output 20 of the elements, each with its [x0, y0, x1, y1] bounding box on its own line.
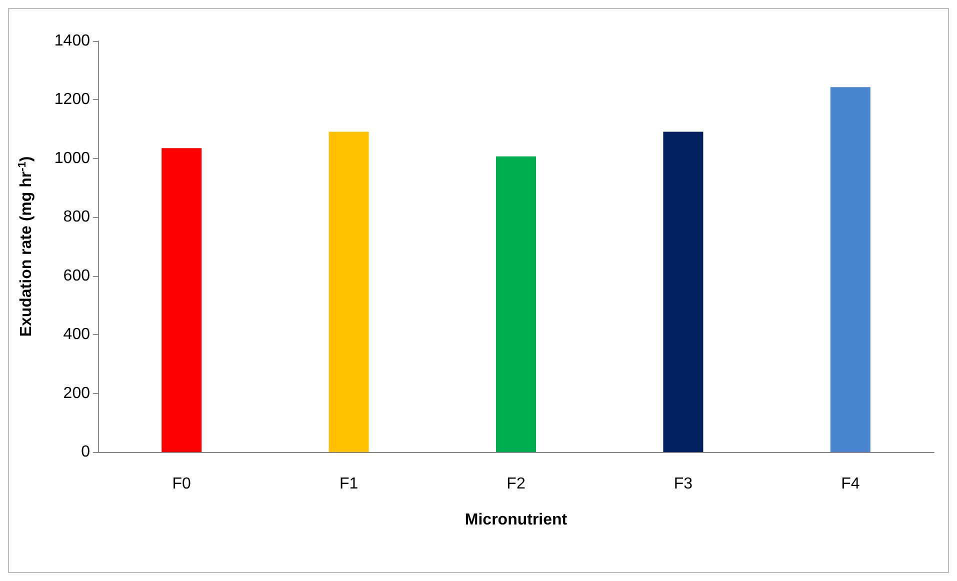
y-tick-label: 400 — [63, 326, 90, 344]
y-tick-label: 1000 — [54, 150, 90, 167]
bar — [830, 87, 870, 452]
y-tick-label: 600 — [63, 267, 90, 284]
x-axis-title: Micronutrient — [464, 512, 568, 528]
bar — [663, 132, 704, 452]
y-axis-title: Exudation rate (mg hr-1) — [16, 156, 35, 337]
bar — [496, 156, 536, 452]
x-tick-label: F0 — [172, 476, 192, 492]
x-tick-label: F4 — [841, 476, 860, 492]
x-tick-label: F1 — [339, 476, 358, 492]
y-tick-label: 200 — [63, 384, 90, 402]
x-tick-label: F3 — [674, 476, 693, 492]
y-tick-label: 800 — [63, 208, 90, 226]
y-tick-label: 1200 — [54, 91, 90, 108]
y-tick-label: 0 — [81, 444, 90, 460]
x-tick-label: F2 — [506, 476, 526, 492]
bar — [328, 132, 369, 452]
y-tick-label: 1400 — [54, 32, 90, 50]
bar — [162, 148, 202, 452]
